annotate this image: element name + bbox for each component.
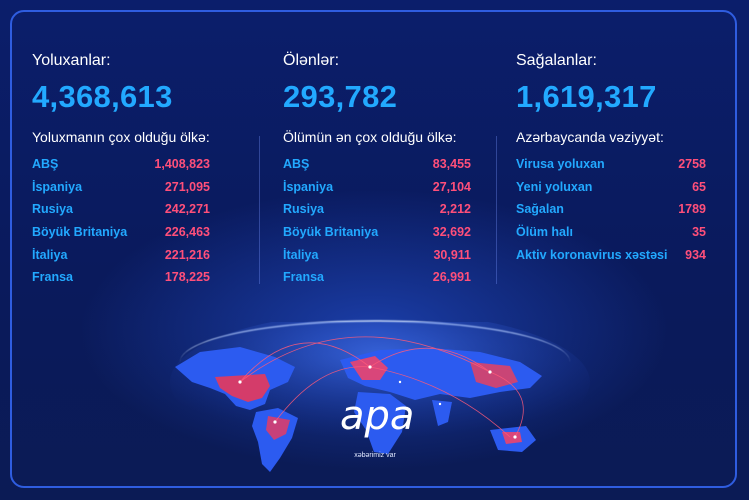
country-name: İspaniya	[32, 179, 83, 194]
dot	[368, 365, 372, 369]
country-name: Rusiya	[32, 202, 73, 217]
arc	[239, 336, 491, 383]
logo-tagline: xəbərimiz var	[354, 452, 396, 459]
country-name: İtaliya	[32, 247, 68, 262]
count-value: 32,692	[432, 225, 471, 240]
dot	[438, 402, 442, 406]
count-value: 27,104	[432, 179, 471, 194]
deaths-row: Böyük Britaniya 32,692	[283, 225, 471, 248]
azerbaijan-subheader: Azərbaycanda vəziyyət:	[516, 129, 664, 145]
country-name: ABŞ	[283, 157, 310, 171]
infected-row: İspaniya 271,095	[32, 180, 210, 203]
azerbaijan-row: Virusa yoluxan 2758	[516, 157, 706, 180]
deaths-row: İspaniya 27,104	[283, 180, 471, 203]
stat-name: Aktiv koronavirus xəstəsi	[516, 247, 668, 262]
dot	[513, 435, 517, 439]
country-name: Böyük Britaniya	[32, 225, 128, 240]
recovered-total: 1,619,317	[516, 79, 657, 114]
stat-name: Yeni yoluxan	[516, 179, 593, 194]
count-value: 1,408,823	[154, 157, 210, 171]
country-name: ABŞ	[32, 157, 59, 171]
azerbaijan-row: Yeni yoluxan 65	[516, 180, 706, 203]
brazil-highlight	[266, 416, 290, 440]
arc	[239, 342, 371, 383]
azerbaijan-row: Ölüm halı 35	[516, 225, 706, 248]
dot	[273, 420, 277, 424]
stat-name: Sağalan	[516, 202, 564, 217]
arc	[369, 347, 491, 373]
count-value: 271,095	[164, 179, 210, 194]
country-name: Fransa	[283, 270, 324, 285]
deaths-row: ABŞ 83,455	[283, 157, 471, 180]
stat-name: Ölüm halı	[516, 225, 573, 240]
stat-value: 1789	[678, 202, 706, 217]
stat-name: Virusa yoluxan	[516, 157, 605, 171]
infected-header: Yoluxanlar:	[32, 52, 111, 69]
count-value: 26,991	[432, 270, 471, 285]
recovered-header: Sağalanlar:	[516, 52, 597, 69]
deaths-row: Fransa 26,991	[283, 270, 471, 293]
count-value: 30,911	[433, 247, 471, 262]
infected-column: Yoluxanlar: 4,368,613 Yoluxmanın çox old…	[32, 52, 252, 293]
count-value: 226,463	[164, 225, 210, 240]
infected-row: Rusiya 242,271	[32, 202, 210, 225]
apa-logo: apa	[340, 396, 414, 436]
column-divider	[259, 136, 260, 284]
infected-row: İtaliya 221,216	[32, 248, 210, 271]
count-value: 2,212	[439, 202, 471, 217]
recovered-column: Sağalanlar: 1,619,317 Azərbaycanda vəziy…	[516, 52, 736, 270]
deaths-row: Rusiya 2,212	[283, 202, 471, 225]
country-name: Rusiya	[283, 202, 324, 217]
arc	[489, 371, 524, 438]
country-name: Böyük Britaniya	[283, 225, 379, 240]
asia-highlight	[470, 362, 518, 388]
azerbaijan-row: Sağalan 1789	[516, 202, 706, 225]
infected-subheader: Yoluxmanın çox olduğu ölkə:	[32, 129, 210, 145]
infected-total: 4,368,613	[32, 79, 173, 114]
stat-value: 2758	[678, 157, 706, 171]
azerbaijan-row: Aktiv koronavirus xəstəsi 934	[516, 248, 706, 271]
stat-value: 35	[692, 225, 706, 240]
infected-row: Fransa 178,225	[32, 270, 210, 293]
stat-value: 934	[685, 247, 706, 262]
dot	[238, 380, 242, 384]
count-value: 221,216	[164, 247, 210, 262]
usa-highlight	[215, 374, 270, 402]
dot	[398, 380, 402, 384]
connection-arcs	[239, 336, 524, 438]
count-value: 178,225	[164, 270, 210, 285]
count-value: 83,455	[432, 157, 471, 171]
deaths-header: Ölənlər:	[283, 52, 340, 69]
australia-highlight	[502, 432, 522, 444]
arc	[274, 366, 371, 423]
deaths-subheader: Ölümün ən çox olduğu ölkə:	[283, 129, 457, 145]
deaths-row: İtaliya 30,911	[283, 248, 471, 271]
city-dots	[238, 365, 517, 439]
arc	[369, 366, 511, 438]
infected-row: ABŞ 1,408,823	[32, 157, 210, 180]
count-value: 242,271	[164, 202, 210, 217]
column-divider	[496, 136, 497, 284]
world-map	[170, 322, 590, 472]
content-frame	[10, 10, 737, 488]
country-name: İspaniya	[283, 179, 334, 194]
dot	[488, 370, 492, 374]
infected-row: Böyük Britaniya 226,463	[32, 225, 210, 248]
country-name: İtaliya	[283, 247, 319, 262]
globe-horizon	[180, 320, 570, 362]
country-name: Fransa	[32, 270, 73, 285]
africa-shape	[354, 392, 406, 454]
stat-value: 65	[692, 179, 706, 194]
eurasia-shape	[340, 348, 542, 400]
india-shape	[432, 400, 452, 426]
deaths-column: Ölənlər: 293,782 Ölümün ən çox olduğu öl…	[283, 52, 503, 293]
logo-text: apa	[340, 393, 415, 439]
deaths-total: 293,782	[283, 79, 398, 114]
